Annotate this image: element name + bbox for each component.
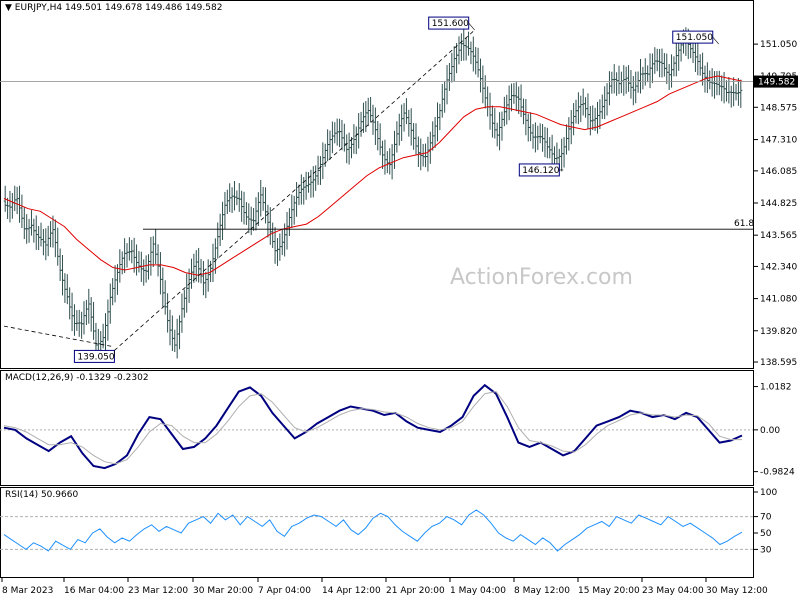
moving-average-line: [3, 75, 743, 276]
rsi-tick-label: 50: [760, 529, 772, 539]
price-tick-label: 148.575: [760, 103, 797, 113]
date-tick-label: 30 Mar 20:00: [193, 586, 253, 596]
price-tick-label: 142.340: [760, 262, 797, 272]
date-tick-label: 23 Mar 12:00: [128, 586, 188, 596]
rsi-panel-frame: [0, 487, 754, 578]
fib-level-label: 61.8: [734, 219, 754, 229]
rsi-tick-label: 70: [760, 513, 772, 523]
symbol-label: EURJPY,H4: [14, 3, 63, 13]
macd-panel-frame: [0, 370, 754, 486]
date-tick-label: 15 May 20:00: [578, 586, 640, 596]
macd-tick-label: 1.0182: [760, 383, 792, 393]
price-annotation-label: 146.120: [522, 166, 559, 176]
current-price-label: 149.582: [758, 78, 795, 88]
date-tick-label: 30 May 12:00: [706, 586, 768, 596]
trendline: [114, 29, 475, 351]
price-annotation-label: 139.050: [77, 352, 114, 362]
date-tick-label: 16 Mar 04:00: [64, 586, 124, 596]
date-tick-label: 23 May 04:00: [642, 586, 704, 596]
rsi-tick-label: 30: [760, 545, 772, 555]
macd-tick-label: 0.00: [760, 426, 780, 436]
price-tick-label: 144.825: [760, 199, 797, 209]
watermark: ActionForex.com: [450, 265, 633, 290]
trendline: [3, 325, 114, 347]
header-arrow-icon: ▼: [5, 3, 12, 13]
date-tick-label: 21 Apr 20:00: [386, 586, 445, 596]
price-tick-label: 143.565: [760, 231, 797, 241]
high-value: 149.678: [105, 3, 143, 13]
price-tick-label: 146.085: [760, 167, 797, 177]
price-tick-label: 138.595: [760, 358, 797, 368]
rsi-line: [3, 509, 743, 552]
date-tick-label: 8 Mar 2023: [2, 586, 53, 596]
rsi-title: RSI(14) 50.9660: [5, 490, 79, 500]
rsi-plot: [0, 509, 753, 552]
price-tick-label: 139.820: [760, 327, 797, 337]
close-value: 149.582: [185, 3, 223, 13]
low-value: 149.486: [145, 3, 183, 13]
open-value: 149.501: [64, 3, 103, 13]
date-tick-label: 8 May 12:00: [514, 586, 570, 596]
price-annotation-label: 151.050: [676, 33, 713, 43]
macd-signal-line: [3, 391, 742, 465]
price-tick-label: 147.310: [760, 136, 797, 146]
price-panel-frame: [0, 0, 754, 369]
current-price-tag: [754, 75, 798, 88]
date-tick-label: 7 Apr 04:00: [258, 586, 311, 596]
price-annotation-label: 151.600: [432, 19, 469, 29]
annotation-leader: [468, 22, 475, 31]
price-plot: 61.8 151.600 151.050 146.120 139.050: [0, 16, 754, 363]
macd-title: MACD(12,26,9) -0.1329 -0.2302: [5, 373, 149, 383]
macd-line: [3, 383, 743, 470]
macd-plot: [0, 383, 753, 470]
symbol-header: ▼ EURJPY,H4 149.501 149.678 149.486 149.…: [5, 3, 222, 13]
macd-tick-label: -0.9824: [760, 468, 795, 478]
price-tick-label: 141.080: [760, 295, 797, 305]
price-tick-label: 151.050: [760, 40, 797, 50]
rsi-tick-label: 100: [760, 488, 777, 498]
date-tick-label: 14 Apr 12:00: [322, 586, 381, 596]
axes: 151.050149.795148.575147.310146.085144.8…: [1, 40, 798, 596]
annotation-leader: [712, 36, 719, 45]
date-tick-label: 1 May 04:00: [450, 586, 506, 596]
